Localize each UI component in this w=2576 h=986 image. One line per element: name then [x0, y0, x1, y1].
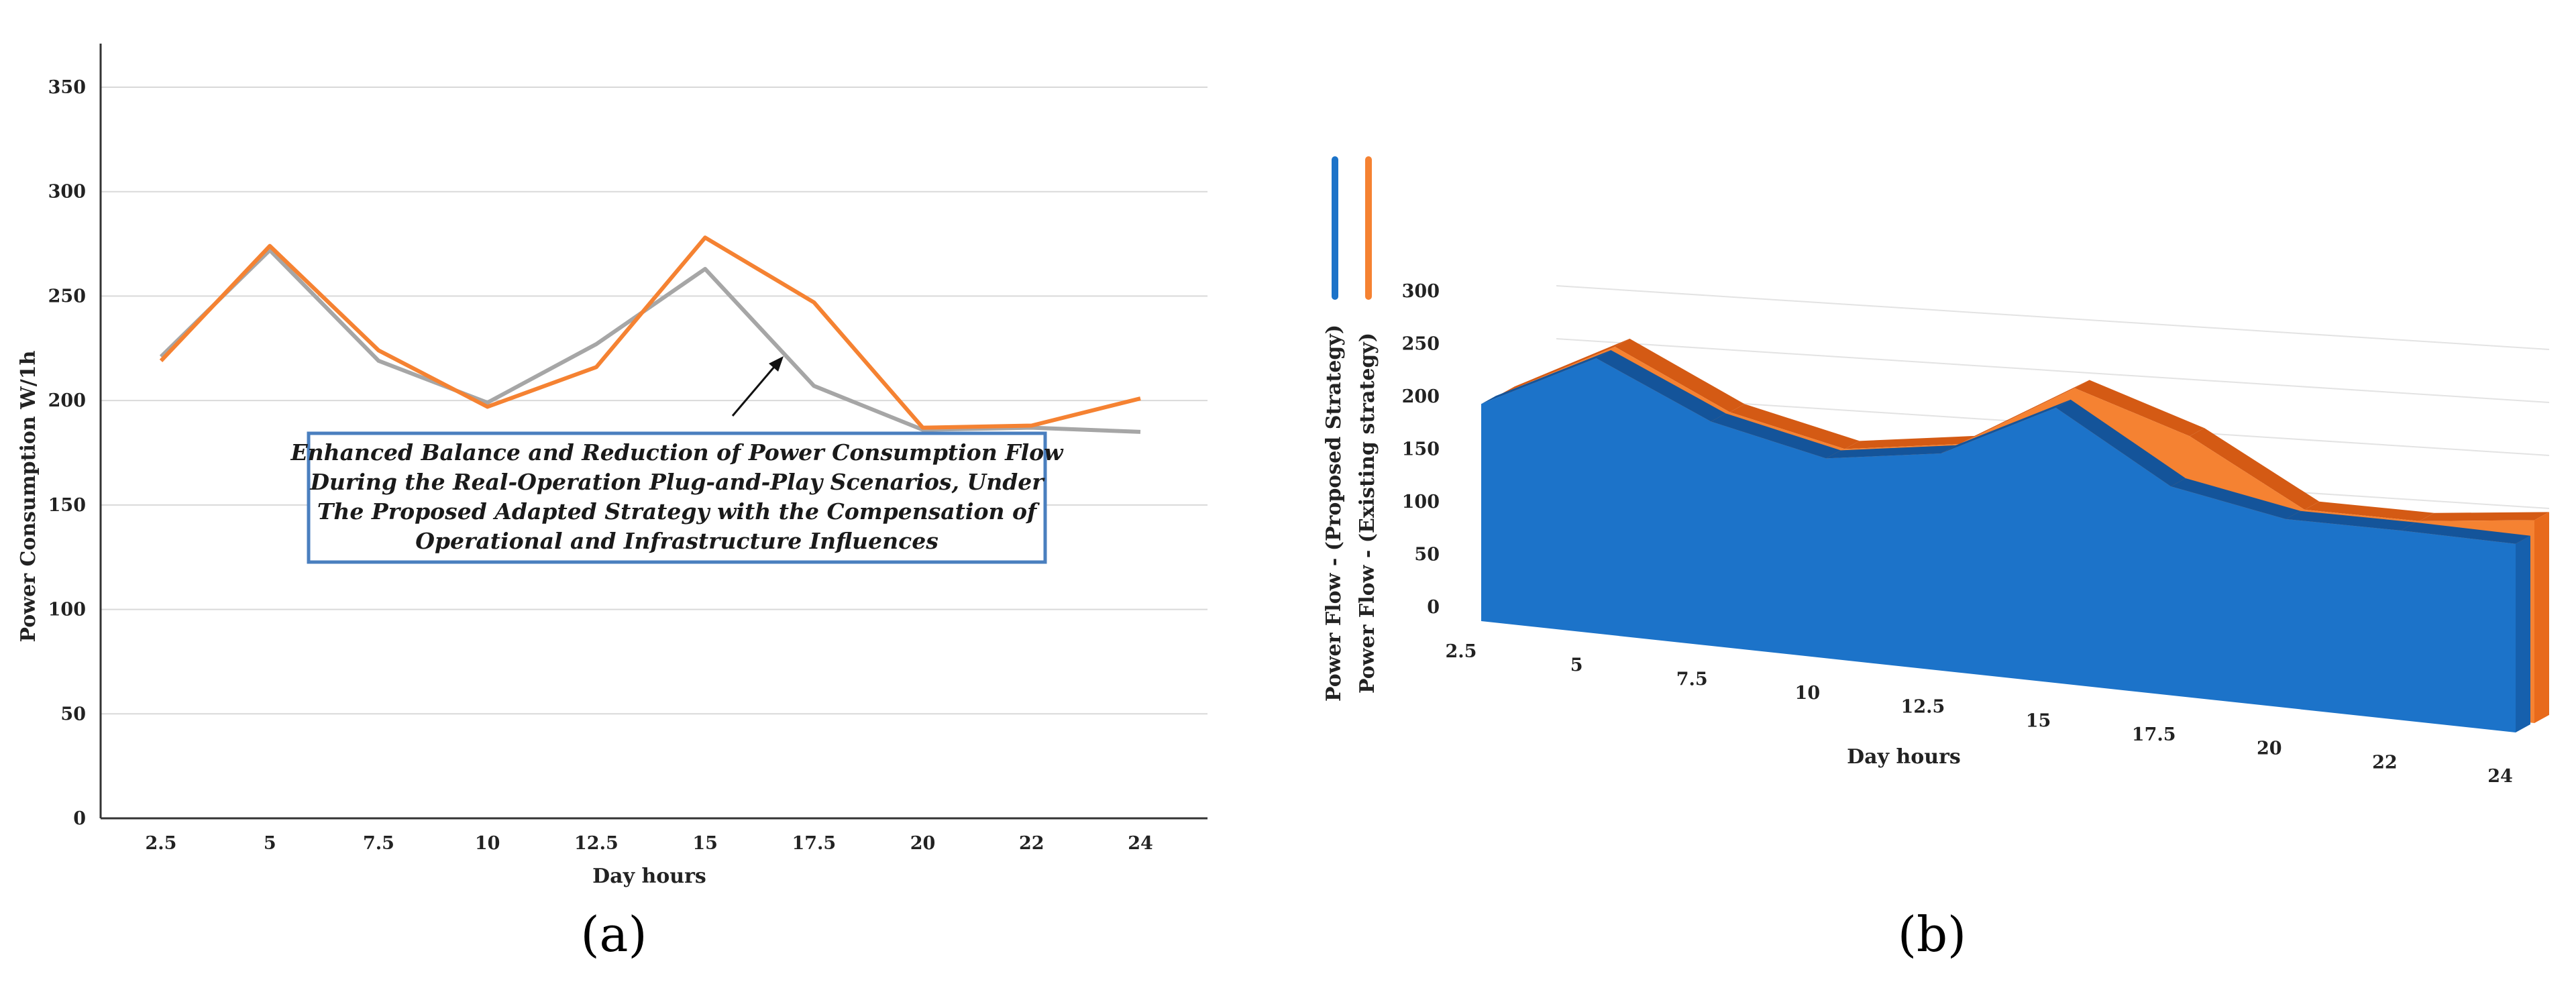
b-existing-top-segment	[2190, 428, 2320, 510]
b-x-tick-labels: 2.5 5 7.5 10 12.5 15 17.5 20 22 24	[1446, 641, 2513, 787]
b-back-gridline	[1556, 338, 2550, 403]
panel-label-b: (b)	[1898, 906, 1966, 963]
b-proposed-top-segment	[1826, 445, 1956, 459]
a-x-tick-label: 17.5	[792, 833, 836, 854]
b-y-tick-label: 50	[1414, 545, 1440, 565]
b-proposed-top-segment	[1941, 399, 2071, 454]
b-x-axis-label: Day hours	[1847, 745, 1961, 769]
b-x-tick-label: 22	[2372, 752, 2398, 773]
b-existing-top-segment	[2304, 501, 2434, 521]
b-x-tick-label: 20	[2257, 738, 2282, 759]
b-existing-top-segment	[2074, 380, 2204, 437]
a-y-tick-label: 200	[48, 390, 86, 411]
b-legend-label-proposed: Power Flow - (Proposed Strategy)	[1322, 325, 1346, 702]
a-annotation-arrow	[731, 362, 780, 417]
b-y-tick-label: 150	[1402, 439, 1440, 460]
a-series-lines	[159, 235, 1141, 434]
b-proposed-top-segment	[1596, 349, 1726, 422]
b-existing-side-face	[2534, 512, 2549, 723]
b-proposed-top-segment	[1711, 413, 1841, 459]
a-x-tick-label: 15	[692, 833, 718, 854]
a-y-tick-label: 350	[48, 77, 86, 98]
b-y-tick-label: 0	[1427, 597, 1440, 618]
a-annotation-line-4: Operational and Infrastructure Influence…	[415, 528, 938, 554]
a-annotation-line-2: During the Real-Operation Plug-and-Play …	[309, 469, 1045, 495]
b-legend-label-existing: Power Flow - (Existing strategy)	[1356, 333, 1379, 694]
a-x-tick-label: 12.5	[574, 833, 619, 854]
a-x-tick-label: 24	[1128, 833, 1153, 854]
a-series-line-existing	[159, 235, 1141, 430]
a-annotation-box	[307, 431, 1047, 564]
b-x-tick-label: 12.5	[1901, 697, 1945, 718]
a-y-tick-label: 150	[48, 495, 86, 516]
b-series-proposed	[1481, 349, 2530, 732]
b-proposed-top-segment	[2171, 478, 2301, 519]
b-x-tick-label: 7.5	[1676, 669, 1708, 690]
a-y-tick-label: 250	[48, 286, 86, 307]
a-x-axis-label: Day hours	[592, 865, 706, 888]
a-annotation-arrowhead	[769, 356, 784, 372]
b-existing-top-segment	[2419, 512, 2549, 521]
b-back-gridline	[1556, 285, 2550, 350]
b-y-tick-label: 250	[1402, 334, 1440, 355]
a-y-tick-labels: 0 50 100 150 200 250 300 350	[48, 77, 86, 829]
b-existing-top-segment	[1729, 404, 1860, 449]
a-gridlines	[101, 87, 1208, 715]
b-proposed-top-segment	[2286, 510, 2416, 531]
b-y-tick-label: 100	[1402, 492, 1440, 512]
b-x-tick-label: 10	[1795, 683, 1821, 704]
b-proposed-top-segment	[2400, 522, 2530, 544]
b-y-tick-labels: 0 50 100 150 200 250 300	[1402, 281, 1440, 618]
b-x-tick-label: 2.5	[1446, 641, 1477, 662]
a-x-tick-label: 7.5	[363, 833, 394, 854]
b-proposed-side-face	[2516, 535, 2530, 732]
b-proposed-top-segment	[2055, 399, 2186, 487]
b-proposed-front-face	[1481, 358, 2516, 732]
a-annotation-line-1: Enhanced Balance and Reduction of Power …	[290, 439, 1064, 465]
a-series-line-proposed	[159, 248, 1141, 434]
panel-label-a: (a)	[580, 906, 647, 963]
b-x-tick-label: 17.5	[2132, 724, 2176, 745]
a-x-tick-label: 10	[475, 833, 500, 854]
a-y-tick-label: 100	[48, 600, 86, 620]
a-y-axis-label: Power Consumption W/1h	[17, 350, 40, 642]
b-y-tick-label: 300	[1402, 281, 1440, 302]
chart-a: 0 50 100 150 200 250 300 350 2.5 5 7.5 10 12.5 15 17.…	[17, 44, 1208, 963]
b-proposed-top-segment	[1481, 349, 1611, 404]
b-y-tick-label: 200	[1402, 386, 1440, 407]
b-existing-top-segment	[1615, 338, 1745, 413]
chart-b: 0 50 100 150 200 250 300 2.5 5 7.5 10 12.5 15 17.5 20…	[1322, 156, 2550, 963]
a-x-tick-label: 5	[264, 833, 276, 854]
a-y-tick-label: 50	[60, 704, 86, 724]
a-x-tick-label: 20	[910, 833, 936, 854]
a-x-tick-label: 22	[1019, 833, 1044, 854]
b-x-tick-label: 15	[2026, 710, 2051, 731]
b-existing-top-segment	[1845, 435, 1975, 449]
b-x-tick-label: 5	[1570, 655, 1583, 676]
a-x-tick-label: 2.5	[146, 833, 177, 854]
a-x-tick-labels: 2.5 5 7.5 10 12.5 15 17.5 20 22 24	[146, 833, 1153, 854]
b-existing-top-segment	[1960, 380, 2090, 445]
b-existing-top-segment	[1500, 338, 1630, 395]
a-y-tick-label: 300	[48, 182, 86, 203]
b-x-tick-label: 24	[2487, 766, 2513, 787]
a-y-tick-label: 0	[73, 808, 86, 829]
a-annotation-line-3: The Proposed Adapted Strategy with the C…	[317, 498, 1040, 525]
